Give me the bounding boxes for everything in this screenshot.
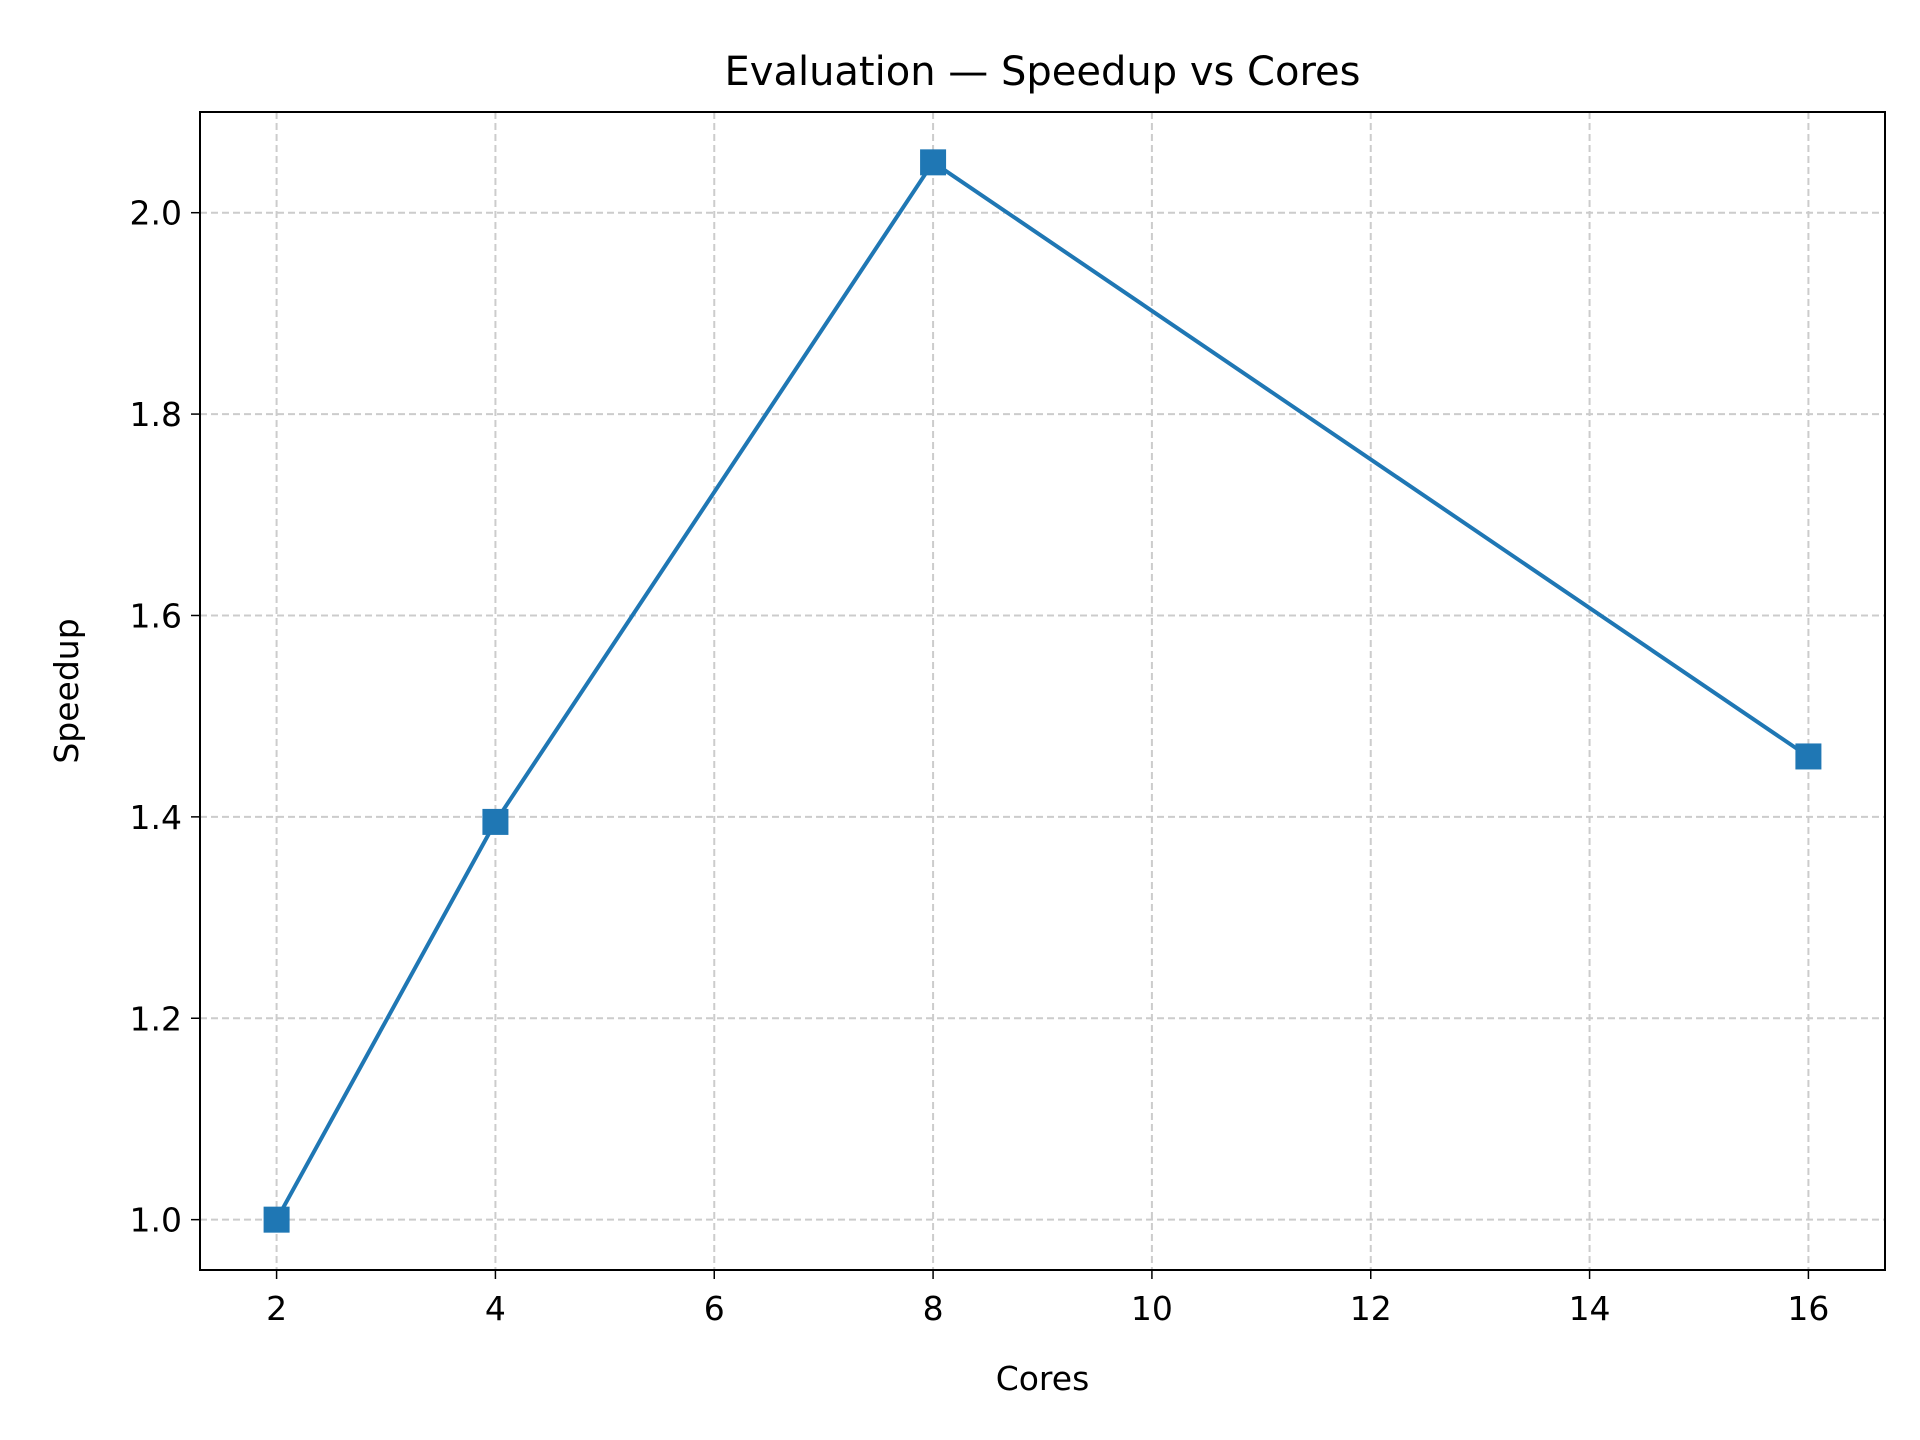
y-tick-label: 1.4 — [130, 798, 182, 837]
data-point-marker — [1795, 743, 1822, 770]
x-tick-label: 16 — [1787, 1289, 1829, 1328]
y-tick-label: 2.0 — [130, 194, 182, 233]
y-axis-label: Speedup — [47, 618, 86, 763]
y-tick-label: 1.6 — [130, 596, 182, 635]
x-tick-label: 6 — [704, 1289, 725, 1328]
axis-ticks: 2 4 6 8 10 12 14 16 1.0 1.2 1.4 1.6 1.8 2.0 — [130, 194, 1830, 1328]
y-tick-label: 1.0 — [130, 1201, 182, 1240]
x-tick-label: 2 — [266, 1289, 287, 1328]
x-tick-label: 4 — [485, 1289, 506, 1328]
x-tick-label: 14 — [1569, 1289, 1611, 1328]
x-tick-label: 8 — [923, 1289, 944, 1328]
data-point-marker — [482, 808, 509, 835]
chart-title: Evaluation — Speedup vs Cores — [725, 49, 1361, 95]
x-tick-label: 10 — [1131, 1289, 1173, 1328]
data-point-marker — [920, 149, 947, 176]
series-line — [274, 160, 1810, 1221]
grid — [200, 112, 1885, 1270]
y-tick-label: 1.2 — [130, 999, 182, 1038]
y-tick-label: 1.8 — [130, 395, 182, 434]
data-point-marker — [263, 1206, 290, 1233]
x-axis-label: Cores — [996, 1359, 1090, 1398]
x-tick-label: 12 — [1350, 1289, 1392, 1328]
series-layer — [263, 149, 1822, 1233]
plot-frame — [199, 111, 1886, 1271]
